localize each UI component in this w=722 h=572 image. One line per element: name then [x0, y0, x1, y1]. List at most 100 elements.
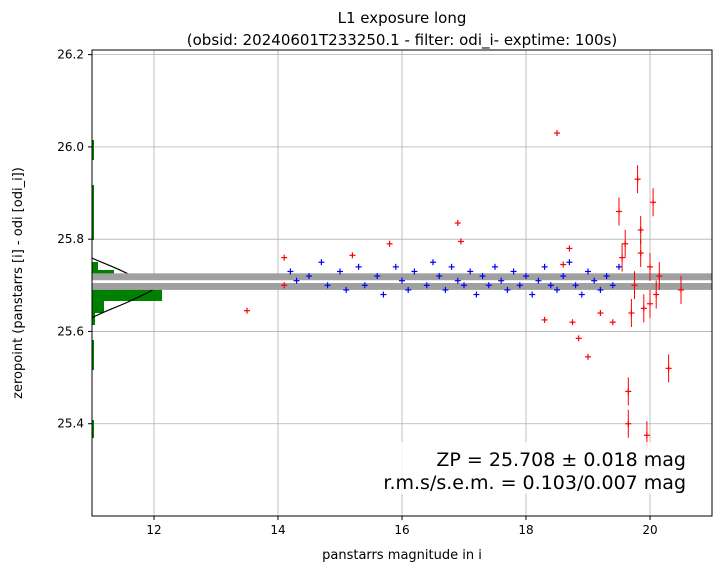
good-star-point — [591, 277, 598, 284]
outlier-star-point — [665, 354, 672, 383]
outlier-star-point — [650, 188, 657, 217]
outlier-star-point — [647, 289, 653, 318]
good-star-point — [597, 286, 604, 293]
outlier-star-point — [653, 280, 660, 309]
good-star-point — [609, 282, 616, 289]
good-star-point — [436, 273, 443, 280]
good-star-point — [578, 291, 585, 298]
y-tick-label: 25.8 — [57, 232, 84, 246]
outlier-star-point — [616, 197, 622, 226]
good-star-point — [616, 263, 622, 270]
good-star-point — [541, 263, 548, 270]
good-star-point — [603, 273, 610, 280]
histogram-sliver — [92, 340, 94, 370]
good-star-point — [287, 268, 294, 275]
good-star-point — [510, 268, 517, 275]
outlier-star-point — [349, 252, 356, 259]
outlier-star-point — [575, 335, 582, 342]
outlier-star-point — [597, 309, 604, 316]
good-star-point — [467, 268, 474, 275]
y-tick-label: 26.0 — [57, 140, 84, 154]
good-star-point — [306, 273, 312, 280]
good-star-point — [324, 282, 331, 289]
outlier-star-point — [628, 298, 635, 327]
good-star-point — [572, 282, 579, 289]
annotation-background — [398, 442, 696, 494]
outlier-star-point — [541, 316, 548, 323]
histogram-bar — [92, 287, 162, 301]
outlier-star-point — [640, 294, 647, 323]
good-star-point — [535, 277, 542, 284]
good-star-point — [529, 291, 536, 298]
good-star-point — [461, 282, 467, 289]
good-star-point — [318, 259, 325, 266]
good-star-point — [392, 263, 399, 270]
outlier-star-point — [457, 238, 464, 245]
outlier-star-point — [631, 271, 638, 300]
good-star-point — [399, 277, 405, 284]
x-axis-ticks: 12 14 16 18 20 — [146, 516, 658, 537]
chart-title: L1 exposure long — [338, 9, 467, 27]
y-axis-ticks: 25.4 25.6 25.8 26.0 26.2 — [57, 48, 92, 431]
histogram-sliver — [92, 185, 94, 240]
good-star-point — [355, 263, 362, 270]
rms-annotation: r.m.s/s.e.m. = 0.103/0.007 mag — [383, 472, 686, 494]
outlier-star-point — [647, 252, 653, 281]
zp-annotation: ZP = 25.708 ± 0.018 mag — [436, 449, 686, 471]
x-axis-label: panstarrs magnitude in i — [322, 548, 482, 563]
good-star-point — [380, 291, 387, 298]
outlier-star-point — [244, 307, 250, 314]
good-star-point — [560, 273, 567, 280]
data-points — [244, 130, 684, 450]
outlier-star-point — [386, 240, 393, 247]
histogram-bar — [92, 262, 98, 270]
good-star-point — [343, 286, 350, 293]
good-star-point — [523, 273, 529, 280]
good-star-point — [454, 277, 461, 284]
good-star-point — [374, 273, 381, 280]
outlier-star-point — [625, 409, 632, 438]
good-star-point — [293, 277, 300, 284]
x-tick-label: 16 — [394, 523, 409, 537]
outlier-star-point — [634, 165, 641, 194]
outlier-star-point — [554, 130, 560, 137]
chart-subtitle: (obsid: 20240601T233250.1 - filter: odi_… — [187, 31, 617, 50]
good-star-point — [554, 286, 560, 293]
good-star-point — [337, 268, 343, 275]
histogram-sliver — [92, 140, 94, 160]
good-star-point — [423, 282, 430, 289]
good-star-point — [498, 277, 505, 284]
good-star-point — [361, 282, 368, 289]
good-star-point — [492, 263, 498, 270]
outlier-star-point — [619, 243, 626, 272]
x-tick-label: 14 — [270, 523, 285, 537]
histogram-sliver — [92, 420, 94, 438]
good-star-point — [547, 282, 554, 289]
y-tick-label: 26.2 — [57, 48, 84, 62]
x-tick-label: 20 — [642, 523, 657, 537]
histogram-bar — [92, 301, 104, 313]
good-star-point — [504, 286, 511, 293]
outlier-star-point — [637, 239, 644, 268]
x-tick-label: 18 — [518, 523, 533, 537]
good-star-point — [566, 259, 573, 266]
y-axis-label: zeropoint (panstarrs [i] - odi [odi_i]) — [11, 167, 26, 399]
outlier-star-point — [454, 220, 461, 227]
good-star-point — [430, 259, 436, 266]
good-star-point — [405, 286, 412, 293]
good-star-point — [411, 268, 418, 275]
good-star-point — [479, 273, 486, 280]
histogram-bar — [92, 313, 95, 325]
x-tick-label: 12 — [146, 523, 161, 537]
y-tick-label: 25.4 — [57, 417, 84, 431]
outlier-star-point — [678, 275, 684, 304]
outlier-star-point — [622, 229, 629, 258]
outlier-star-point — [585, 353, 591, 360]
outlier-star-point — [625, 377, 632, 406]
good-star-point — [473, 291, 480, 298]
outlier-star-point — [569, 319, 576, 326]
outlier-star-point — [281, 282, 288, 289]
good-star-point — [442, 286, 449, 293]
good-star-point — [585, 268, 591, 275]
